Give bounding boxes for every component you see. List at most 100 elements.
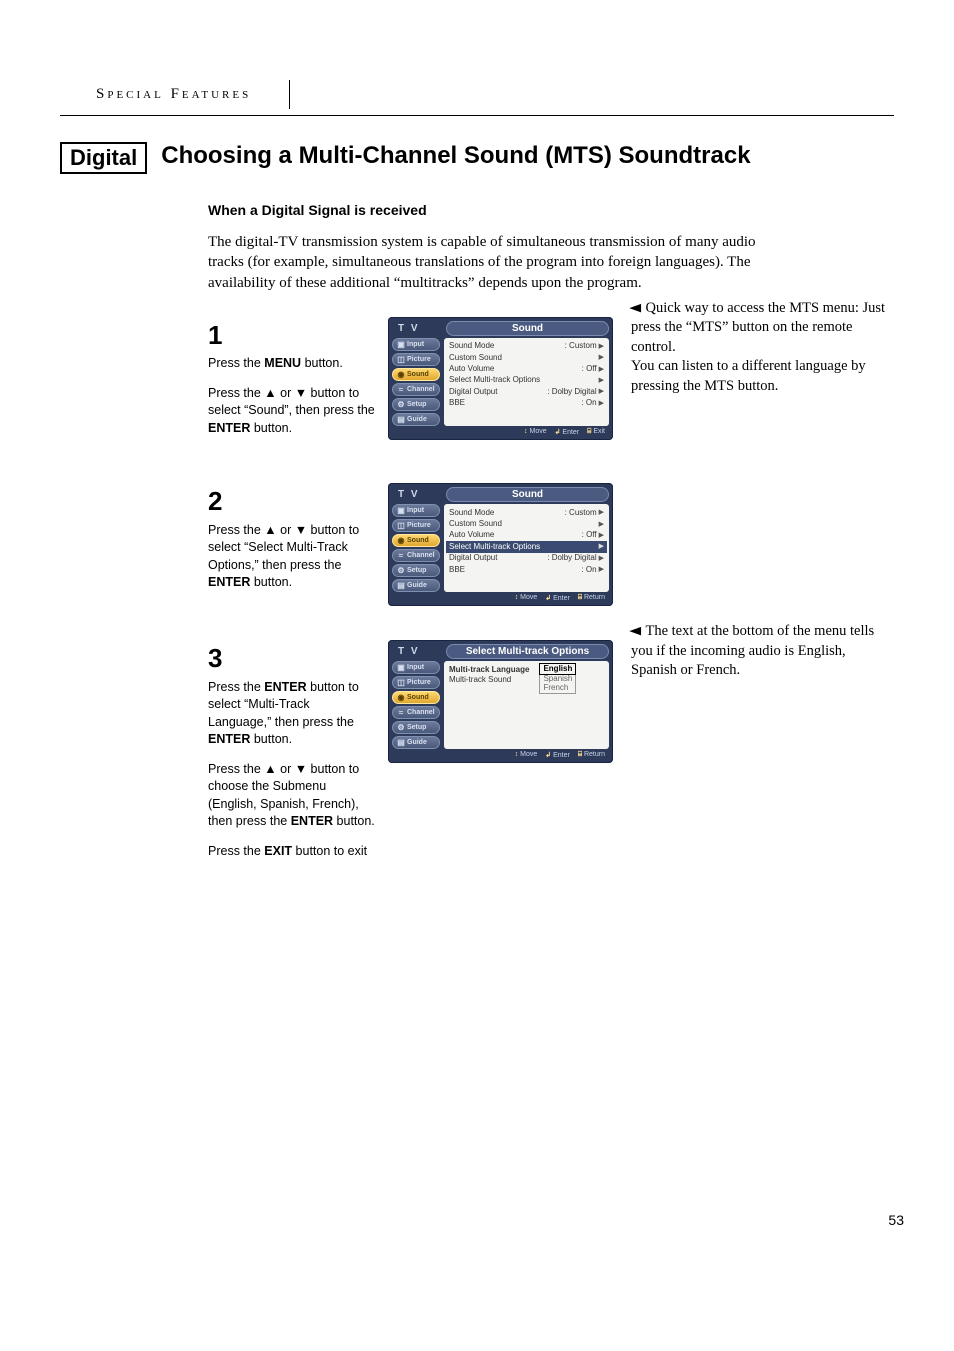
osd-side-label: Setup [407,724,426,731]
chevron-right-icon: ▶ [599,365,604,374]
osd-tv-label: T V [392,489,440,500]
chevron-right-icon: ▶ [599,353,604,362]
osd-row-label: Custom Sound [449,353,597,363]
step-note: ◀The text at the bottom of the menu tell… [625,622,894,681]
osd-row: Select Multi-track Options▶ [446,541,607,552]
osd-lang-option: French [540,683,575,693]
osd-side-icon: ▣ [397,340,405,349]
chevron-right-icon: ▶ [599,542,604,551]
osd-row: Digital Output: Dolby Digital▶ [449,386,604,397]
osd-row: BBE: On▶ [449,564,604,575]
osd-side-label: Channel [407,552,435,559]
osd-side-setup: ⚙Setup [392,564,440,577]
osd-side-label: Guide [407,582,427,589]
osd-side-icon: ▣ [397,663,405,672]
osd-row: Custom Sound▶ [449,352,604,363]
osd-side-channel: ≈Channel [392,549,440,562]
osd-side-label: Sound [407,694,429,701]
osd-sidebar: ▣Input ◫Picture ◉Sound ≈Channel ⚙Setup ▤Guide [392,661,440,749]
osd-side-label: Picture [407,679,431,686]
osd-side-icon: ◉ [397,536,405,545]
osd-lang-box: EnglishSpanishFrench [539,663,576,694]
osd-side-icon: ◫ [397,355,405,364]
osd-side-icon: ▤ [397,581,405,590]
osd-side-icon: ◫ [397,521,405,530]
osd-side-label: Input [407,664,424,671]
osd-side-icon: ◉ [397,693,405,702]
osd-side-channel: ≈Channel [392,383,440,396]
page-title: Choosing a Multi-Channel Sound (MTS) Sou… [161,142,750,171]
osd-row-val: : Custom [565,341,597,351]
osd-footer-item: ↲ Enter [545,751,570,759]
osd-title: Select Multi-track Options [446,644,609,659]
osd-side-icon: ▤ [397,415,405,424]
osd-lang-option: Spanish [540,674,575,684]
osd-row-val: : Dolby Digital [547,387,596,397]
osd-title: Sound [446,487,609,502]
osd-row-val: : Dolby Digital [547,553,596,563]
osd-sidebar: ▣Input◫Picture◉Sound≈Channel⚙Setup▤Guide [392,504,440,592]
subtitle: When a Digital Signal is received [208,202,894,218]
osd-tv-label: T V [392,646,440,657]
osd-mt-row: Multi-track Language [449,664,529,674]
osd-footer: ↕ Move ↲ Enter ⌸ Return [392,749,609,759]
osd-side-picture: ◫Picture [392,676,440,689]
step-1: 1 Press the MENU button.Press the ▲ or ▼… [208,317,894,449]
osd-footer: ↕ Move↲ Enter⌸ Exit [392,426,609,436]
osd-row: Custom Sound▶ [449,519,604,530]
osd-side-label: Input [407,507,424,514]
step-paragraph: Press the ▲ or ▼ button to select “Sound… [208,385,376,438]
osd-side-sound: ◉Sound [392,691,440,704]
osd-side-icon: ⚙ [397,723,405,732]
osd-row-label: Custom Sound [449,519,597,529]
divider [60,115,894,116]
osd-row-val: : On [581,565,596,575]
osd-screenshot: T VSound ▣Input◫Picture◉Sound≈Channel⚙Se… [388,483,613,606]
osd-side-label: Setup [407,567,426,574]
osd-side-label: Setup [407,401,426,408]
osd-footer: ↕ Move↲ Enter⌸ Return [392,592,609,602]
intro-paragraph: The digital-TV transmission system is ca… [208,232,768,293]
step-2: 2 Press the ▲ or ▼ button to select “Sel… [208,483,894,606]
digital-tag: Digital [60,142,147,174]
chevron-right-icon: ▶ [599,387,604,396]
osd-footer-item: ⌸ Return [578,751,605,759]
osd-side-icon: ⚙ [397,566,405,575]
osd-side-icon: ⚙ [397,400,405,409]
osd-side-guide: ▤Guide [392,736,440,749]
osd-side-label: Picture [407,522,431,529]
osd-row-val: : Off [582,364,597,374]
osd-mt-row: Multi-track Sound [449,674,529,684]
osd-lang-option: English [539,663,576,675]
step-paragraph: Press the MENU button. [208,355,376,373]
osd-footer-item: ↕ Move [524,428,547,436]
osd-row-label: Select Multi-track Options [449,375,597,385]
osd-row: Auto Volume: Off▶ [449,530,604,541]
osd-row-label: Digital Output [449,387,547,397]
osd-side-label: Input [407,341,424,348]
osd-row-val: : Custom [565,508,597,518]
osd-side-icon: ▣ [397,506,405,515]
osd-side-label: Picture [407,356,431,363]
step-number: 2 [208,483,376,519]
osd-footer-item: ↕ Move [515,751,538,759]
osd-row: Digital Output: Dolby Digital▶ [449,553,604,564]
osd-side-channel: ≈Channel [392,706,440,719]
chevron-right-icon: ▶ [599,554,604,563]
osd-row: Select Multi-track Options▶ [449,375,604,386]
osd-row: Sound Mode: Custom▶ [449,507,604,518]
osd-footer-item: ↲ Enter [555,428,580,436]
osd-side-icon: ≈ [397,708,405,717]
osd-footer-item: ⌸ Return [578,594,605,602]
chevron-right-icon: ▶ [599,376,604,385]
osd-tv-label: T V [392,323,440,334]
osd-footer-item: ↲ Enter [545,594,570,602]
chevron-right-icon: ▶ [599,531,604,540]
osd-row: Auto Volume: Off▶ [449,364,604,375]
chevron-right-icon: ▶ [599,399,604,408]
osd-row-label: Auto Volume [449,530,582,540]
osd-row-label: BBE [449,398,581,408]
step-note: ◀Quick way to access the MTS menu: Just … [625,299,894,397]
chevron-right-icon: ▶ [599,342,604,351]
osd-row-val: : On [581,398,596,408]
